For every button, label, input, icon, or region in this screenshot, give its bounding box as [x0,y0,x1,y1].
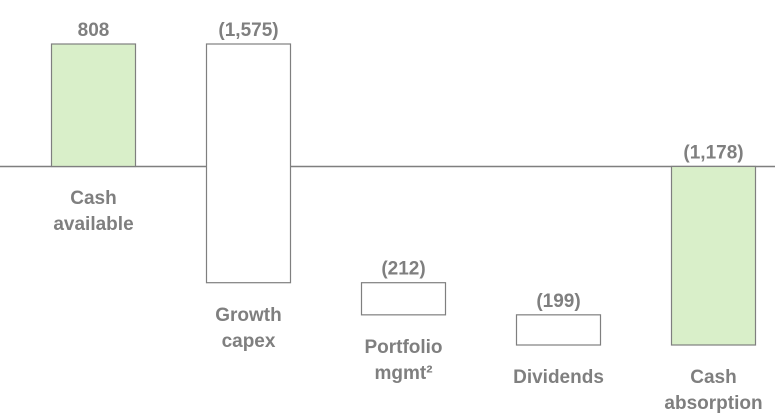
category-label: Growth capex [215,304,282,352]
category-label: Cash available [53,188,134,236]
category-label: Portfolio mgmt² [364,336,443,384]
bar [360,282,447,316]
value-label: (1,178) [683,142,743,163]
value-label: 808 [78,20,110,41]
category-label: Cash absorption [664,367,763,414]
bar [515,314,602,346]
value-label: (212) [381,259,425,280]
bar [50,43,137,168]
value-label: (199) [536,291,580,312]
bar [670,165,757,346]
category-label: Dividends [513,367,604,388]
bar [205,43,292,284]
value-label: (1,575) [218,20,278,41]
